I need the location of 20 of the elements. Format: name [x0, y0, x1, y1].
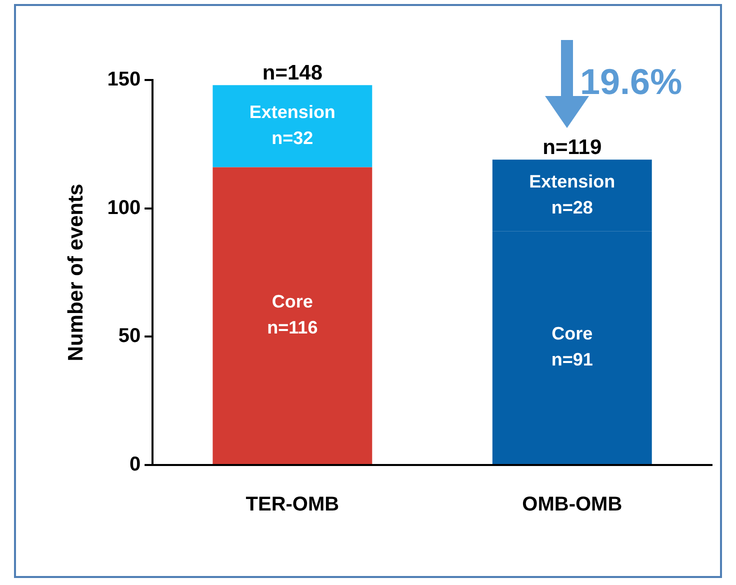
- y-tick-label: 0: [129, 454, 141, 476]
- series-label: Extension: [529, 171, 616, 192]
- total-label: n=148: [262, 61, 323, 84]
- annotation: 19.6%: [580, 60, 682, 102]
- x-tick-label: OMB-OMB: [522, 494, 622, 516]
- text: Core: [552, 324, 593, 344]
- total-label: n=119: [542, 136, 602, 159]
- bar: [212, 167, 372, 464]
- y-tick-label: 50: [118, 325, 141, 348]
- text: Extension: [249, 102, 336, 122]
- bar: [212, 85, 372, 168]
- x-tick-label: TER-OMB: [246, 494, 340, 516]
- data-label: n=91: [551, 350, 593, 370]
- y-tick-label: 100: [107, 196, 141, 219]
- y-tick-label: 150: [107, 68, 141, 91]
- series-label: Core: [272, 292, 313, 312]
- data-label: n=32: [272, 128, 314, 148]
- data-label: n=116: [267, 318, 318, 338]
- y-axis-title: Number of events: [64, 184, 88, 362]
- data-label: n=28: [551, 197, 593, 218]
